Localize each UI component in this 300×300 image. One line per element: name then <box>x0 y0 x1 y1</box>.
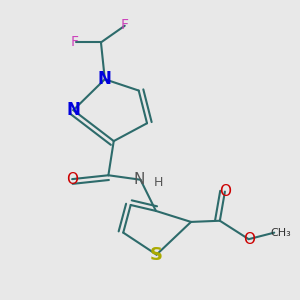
Text: O: O <box>66 172 78 187</box>
Text: N: N <box>98 70 112 88</box>
Text: N: N <box>66 101 80 119</box>
Text: F: F <box>121 18 129 32</box>
Text: F: F <box>71 34 79 49</box>
Text: CH₃: CH₃ <box>270 228 291 238</box>
Text: O: O <box>219 184 231 199</box>
Text: O: O <box>243 232 255 247</box>
Text: H: H <box>154 176 163 189</box>
Text: N: N <box>133 172 144 187</box>
Text: S: S <box>150 246 163 264</box>
